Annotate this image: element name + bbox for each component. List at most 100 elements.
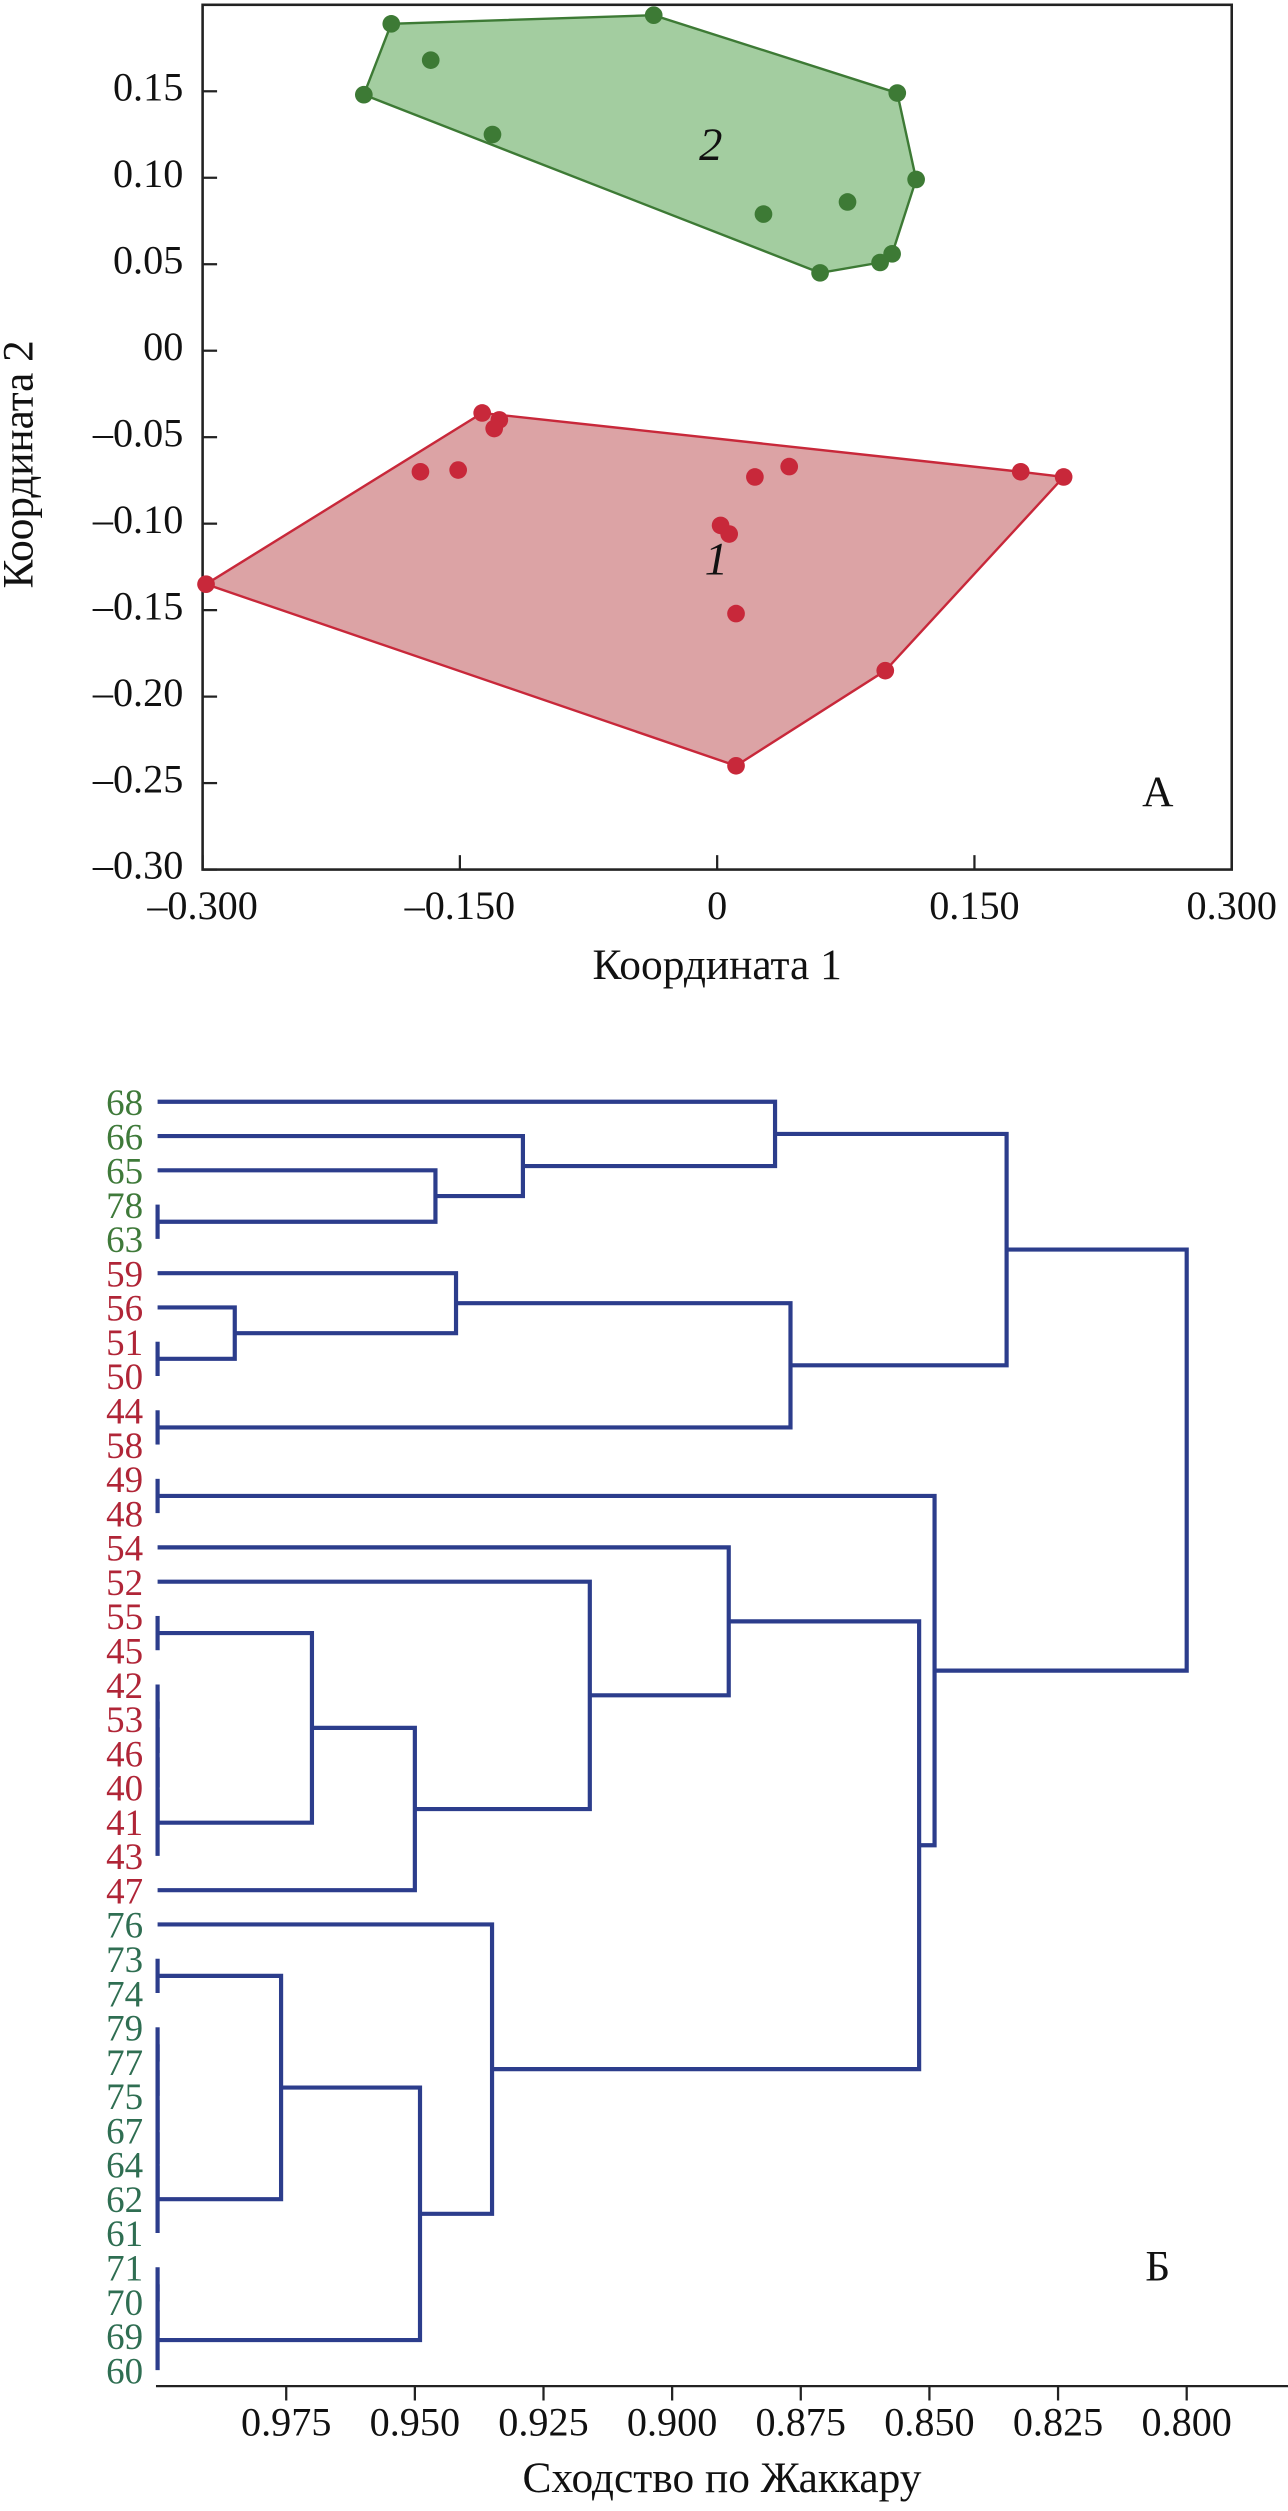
point: [727, 756, 745, 775]
point: [197, 575, 215, 593]
leaf-label: 54: [106, 1528, 143, 1569]
leaf-label: 68: [106, 1082, 143, 1123]
cluster-label: 1: [705, 534, 728, 585]
point: [473, 404, 492, 422]
leaf-label: 76: [106, 1905, 143, 1946]
leaf-label: 48: [106, 1493, 143, 1534]
point: [838, 193, 857, 211]
dendrogram-link: [157, 1922, 495, 2216]
x-tick-label: –0.150: [404, 883, 516, 928]
y-tick-label: –0.30: [92, 843, 183, 888]
point: [485, 419, 504, 438]
y-tick-label: 00: [143, 324, 183, 369]
leaf-label: 79: [106, 2008, 143, 2049]
dendrogram-link: [157, 1630, 315, 1825]
leaf-label: 52: [106, 1562, 143, 1603]
cluster-hull: [203, 411, 1067, 768]
x-tick-label: 0.850: [884, 2399, 974, 2444]
panel-label: А: [1142, 768, 1173, 816]
point: [382, 15, 401, 33]
dendrogram-link: [934, 1247, 1189, 1673]
leaf-label: 61: [106, 2213, 143, 2254]
leaf-label: 60: [106, 2350, 143, 2391]
y-tick-label: –0.25: [92, 756, 183, 801]
point: [354, 85, 373, 104]
point: [876, 661, 895, 680]
y-tick-label: –0.15: [92, 583, 183, 628]
leaf-label: 65: [106, 1151, 143, 1192]
dendrogram-link: [157, 1545, 731, 1698]
cluster-label: 2: [699, 120, 722, 171]
point: [411, 462, 430, 481]
dendrogram-link: [157, 1301, 793, 1430]
point: [449, 461, 468, 479]
leaf-label: 75: [106, 2076, 143, 2117]
point: [720, 525, 739, 543]
leaf-label: 58: [106, 1425, 143, 1466]
point: [1011, 462, 1030, 481]
x-axis-label: Сходство по Жаккару: [523, 2454, 922, 2502]
point: [907, 170, 925, 189]
leaf-label: 73: [106, 1939, 143, 1980]
leaf-label: 50: [106, 1356, 143, 1397]
y-tick-label: –0.20: [92, 670, 183, 715]
leaf-label: 77: [106, 2042, 143, 2083]
y-tick-label: 0.10: [113, 151, 183, 196]
point: [483, 125, 502, 144]
point: [746, 468, 764, 486]
leaf-label: 43: [106, 1836, 143, 1877]
dendrogram-link: [157, 1099, 778, 1169]
leaf-label: 69: [106, 2316, 143, 2357]
x-tick-label: 0.300: [1187, 883, 1277, 928]
leaf-label: 51: [106, 1322, 143, 1363]
dendrogram-link: [157, 1725, 417, 1893]
leaf-label: 74: [106, 1973, 143, 2014]
leaf-label: 47: [106, 1870, 143, 1911]
leaf-label: 41: [106, 1802, 143, 1843]
leaf-label: 46: [106, 1733, 143, 1774]
x-tick-label: –0.300: [146, 883, 258, 928]
point: [421, 51, 440, 69]
dendrogram-link: [157, 1133, 526, 1199]
y-tick-label: 0.05: [113, 237, 183, 282]
dendrogram-link: [775, 1131, 1009, 1368]
x-tick-label: 0.925: [498, 2399, 588, 2444]
leaf-label: 40: [106, 1768, 143, 1809]
leaf-label: 45: [106, 1631, 143, 1672]
leaf-label: 44: [106, 1391, 143, 1432]
point: [780, 457, 799, 476]
x-axis-label: Координата 1: [593, 941, 842, 989]
x-tick-label: 0.800: [1141, 2399, 1231, 2444]
point: [727, 604, 745, 623]
leaf-label: 63: [106, 1219, 143, 1260]
y-tick-label: 0.15: [113, 65, 183, 110]
dendrogram-link: [157, 1168, 438, 1224]
dendrogram-link: [492, 1619, 922, 2072]
leaf-label: 70: [106, 2282, 143, 2323]
dendrogram-link: [157, 1579, 592, 1812]
x-tick-label: 0.150: [929, 883, 1019, 928]
y-axis-label: Координата 2: [0, 340, 42, 588]
leaf-label: 59: [106, 1253, 143, 1294]
point: [888, 84, 907, 102]
leaf-label: 78: [106, 1185, 143, 1226]
cluster-hull: [362, 13, 918, 275]
dendrogram-link: [157, 2085, 423, 2343]
point: [644, 6, 663, 24]
leaf-label: 64: [106, 2145, 143, 2186]
leaf-label: 62: [106, 2179, 143, 2220]
leaf-label: 71: [106, 2248, 143, 2289]
y-tick-label: –0.10: [92, 497, 183, 542]
dendrogram-link: [157, 1271, 459, 1336]
point: [1054, 468, 1073, 486]
y-tick-label: –0.05: [92, 410, 183, 455]
leaf-label: 66: [106, 1116, 143, 1157]
point: [811, 264, 829, 282]
point: [754, 205, 773, 223]
leaf-label: 56: [106, 1288, 143, 1329]
point: [871, 253, 889, 272]
x-tick-label: 0.975: [241, 2399, 331, 2444]
x-tick-label: 0.825: [1013, 2399, 1103, 2444]
x-tick-label: 0: [707, 883, 727, 928]
